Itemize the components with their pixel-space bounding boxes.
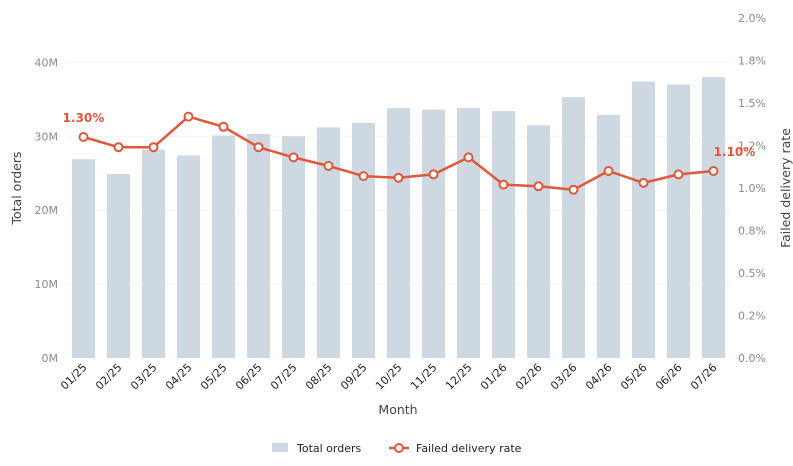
- legend-label-line: Failed delivery rate: [416, 442, 522, 455]
- bar-04-25: [177, 155, 200, 358]
- rate-point-03-25: [148, 142, 159, 153]
- x-tick-label-02-25: 02/25: [93, 361, 125, 393]
- x-tick-label-08-25: 08/25: [303, 361, 335, 393]
- x-tick-label-03-25: 03/25: [128, 361, 160, 393]
- x-tick-label-06-25: 06/25: [233, 361, 265, 393]
- x-tick-label-05-25: 05/25: [198, 361, 230, 393]
- rate-point-02-25: [113, 142, 124, 153]
- x-tick-label-05-26: 05/26: [618, 361, 650, 393]
- y-tick-label-2: 20M: [35, 204, 59, 217]
- right-axis-ticks: 0.0% 0.2% 0.5% 0.8% 1.0% 1.2% 1.5% 1.8% 2.0%: [738, 12, 766, 365]
- y2-tick-label-8: 2.0%: [738, 12, 766, 25]
- x-tick-label-04-26: 04/26: [583, 361, 615, 393]
- bar-03-25: [142, 149, 165, 358]
- rate-point-04-26: [603, 166, 614, 176]
- rate-point-04-25: [183, 111, 194, 122]
- rate-point-01-25: [78, 132, 89, 142]
- line-points: [78, 111, 719, 195]
- bar-07-26: [702, 77, 725, 358]
- rate-point-02-26: [533, 181, 544, 192]
- annotations: 1.30% 1.10%: [63, 111, 756, 159]
- x-tick-label-02-26: 02/26: [513, 361, 545, 393]
- bar-06-26: [667, 84, 690, 359]
- rate-point-11-25: [428, 169, 439, 180]
- y-tick-label-4: 40M: [35, 56, 59, 69]
- x-tick-label-01-26: 01/26: [478, 361, 510, 393]
- bar-02-26: [527, 125, 550, 358]
- bar-05-26: [632, 81, 655, 358]
- legend-swatch-marker: [394, 443, 404, 453]
- y-tick-label-0: 0M: [42, 352, 59, 365]
- y2-tick-label-1: 0.2%: [738, 310, 766, 323]
- x-axis-ticks: 01/25 02/25 03/25 04/25 05/25 06/25 07/25 08/25…: [58, 361, 720, 393]
- legend-swatch-bar: [272, 443, 288, 452]
- y2-tick-label-4: 1.0%: [738, 182, 766, 195]
- rate-point-05-25: [218, 121, 229, 132]
- annotation-label-0: 1.30%: [63, 111, 105, 125]
- x-tick-label-10-25: 10/25: [373, 361, 405, 393]
- bar-04-26: [597, 114, 620, 359]
- x-axis-title: Month: [378, 402, 417, 417]
- bar-01-25: [72, 159, 95, 358]
- left-axis-ticks: 0M 10M 20M 30M 40M: [35, 56, 59, 365]
- bar-02-25: [107, 173, 130, 358]
- rate-point-07-26: [708, 166, 719, 176]
- rate-point-12-25: [463, 152, 474, 163]
- x-tick-label-09-25: 09/25: [338, 361, 370, 393]
- x-tick-label-11-25: 11/25: [408, 361, 440, 393]
- y2-tick-label-2: 0.5%: [738, 267, 766, 280]
- y-tick-label-3: 30M: [35, 130, 59, 143]
- bar-11-25: [422, 109, 445, 358]
- bar-07-25: [282, 136, 305, 358]
- rate-point-06-25: [253, 142, 264, 153]
- annotation-label-1: 1.10%: [714, 145, 756, 159]
- bar-01-26: [492, 111, 515, 358]
- x-tick-label-06-26: 06/26: [653, 361, 685, 393]
- bar-10-25: [387, 108, 410, 358]
- y2-tick-label-6: 1.5%: [738, 97, 766, 110]
- bar-06-25: [247, 134, 270, 358]
- x-tick-label-03-26: 03/26: [548, 361, 580, 393]
- bar-09-25: [352, 122, 375, 359]
- rate-point-05-26: [638, 177, 649, 188]
- bar-12-25: [457, 108, 480, 358]
- y2-tick-label-3: 0.8%: [738, 225, 766, 238]
- y2-tick-label-0: 0.0%: [738, 352, 766, 365]
- x-tick-label-12-25: 12/25: [443, 361, 475, 393]
- y2-axis-title: Failed delivery rate: [778, 128, 793, 248]
- rate-point-08-25: [323, 160, 334, 171]
- rate-point-06-26: [673, 169, 684, 180]
- legend: Total orders Failed delivery rate: [272, 442, 522, 455]
- bar-03-26: [562, 97, 585, 358]
- y2-tick-label-7: 1.8%: [738, 55, 766, 68]
- rate-point-01-26: [498, 179, 509, 190]
- y-axis-title: Total orders: [9, 151, 24, 225]
- legend-label-bar: Total orders: [296, 442, 362, 455]
- rate-point-03-26: [568, 184, 579, 195]
- bar-08-25: [317, 127, 340, 359]
- bar-05-25: [212, 135, 235, 358]
- rate-point-10-25: [393, 172, 404, 183]
- y2-tick-label-5: 1.2%: [738, 140, 766, 153]
- y-tick-label-1: 10M: [35, 278, 59, 291]
- x-tick-label-01-25: 01/25: [58, 361, 90, 393]
- rate-point-07-25: [288, 152, 299, 163]
- rate-point-09-25: [358, 171, 369, 182]
- x-tick-label-07-26: 07/26: [688, 361, 720, 393]
- x-tick-label-07-25: 07/25: [268, 361, 300, 393]
- x-tick-label-04-25: 04/25: [163, 361, 195, 393]
- bar-series: [72, 77, 725, 359]
